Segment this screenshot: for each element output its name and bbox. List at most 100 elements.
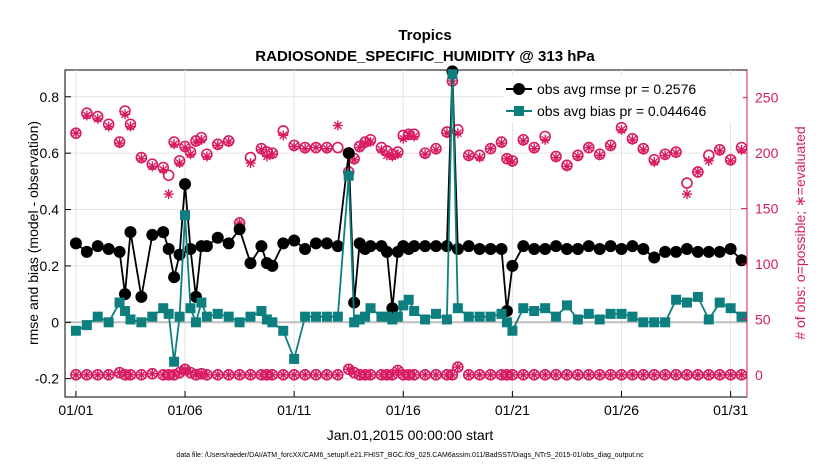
obs-count-evaluated-point bbox=[300, 369, 311, 380]
obs-count-evaluated-point bbox=[365, 369, 376, 380]
plot-area bbox=[64, 69, 748, 398]
asterisk-stroke bbox=[355, 143, 364, 152]
bias-point bbox=[92, 311, 103, 322]
bias-point bbox=[660, 317, 671, 328]
obs-count-evaluated-point bbox=[70, 128, 81, 139]
rmse-point bbox=[119, 288, 132, 301]
bias-point bbox=[300, 311, 311, 322]
obs-count-evaluated-point bbox=[278, 369, 289, 380]
obs-count-evaluated-point bbox=[409, 131, 420, 142]
obs-count-evaluated-point bbox=[594, 150, 605, 161]
asterisk-stroke bbox=[388, 370, 397, 379]
asterisk-stroke bbox=[726, 370, 735, 379]
bias-point bbox=[605, 308, 616, 319]
obs-count-evaluated-point bbox=[103, 121, 114, 132]
asterisk-stroke bbox=[464, 370, 473, 379]
legend: obs avg rmse pr = 0.2576 obs avg bias pr… bbox=[503, 76, 743, 122]
bias-point bbox=[234, 317, 245, 328]
x-tick-label: 01/01 bbox=[58, 402, 93, 418]
rmse-point bbox=[146, 228, 159, 241]
obs-count-evaluated-point bbox=[267, 149, 278, 160]
asterisk-stroke bbox=[704, 370, 713, 379]
obs-count-evaluated-point bbox=[671, 369, 682, 380]
asterisk-stroke bbox=[93, 370, 102, 379]
asterisk-stroke bbox=[246, 370, 255, 379]
obs-count-evaluated-point bbox=[267, 369, 278, 380]
obs-count-evaluated-point bbox=[681, 369, 692, 380]
asterisk-stroke bbox=[453, 363, 462, 372]
obs-count-evaluated-point bbox=[583, 369, 594, 380]
bias-point bbox=[278, 325, 289, 336]
rmse-point bbox=[331, 240, 344, 253]
asterisk-stroke bbox=[159, 165, 168, 174]
asterisk-stroke bbox=[410, 370, 419, 379]
x-tick-label: 01/11 bbox=[277, 402, 311, 418]
obs-count-evaluated-point bbox=[201, 151, 212, 162]
bias-point bbox=[190, 317, 201, 328]
obs-count-evaluated-point bbox=[463, 151, 474, 162]
asterisk-stroke bbox=[502, 154, 511, 163]
asterisk-stroke bbox=[290, 142, 299, 151]
legend-bias-label: obs avg bias pr = 0.044646 bbox=[537, 103, 707, 119]
obs-count-evaluated-point bbox=[452, 362, 463, 373]
asterisk-stroke bbox=[361, 139, 370, 148]
rmse-point bbox=[157, 226, 170, 239]
y-tick-label-left: -0.2 bbox=[35, 371, 59, 387]
asterisk-stroke bbox=[104, 370, 113, 379]
y-tick-label-right: 0 bbox=[755, 367, 763, 383]
bias-point bbox=[349, 317, 360, 328]
bias-point bbox=[163, 308, 174, 319]
rmse-point bbox=[211, 231, 224, 244]
legend-rmse-marker bbox=[513, 83, 525, 95]
bias-point bbox=[496, 308, 507, 319]
asterisk-stroke bbox=[552, 153, 561, 162]
bias-point bbox=[420, 314, 431, 325]
asterisk-stroke bbox=[235, 370, 244, 379]
rmse-point bbox=[724, 243, 737, 256]
asterisk-stroke bbox=[279, 370, 288, 379]
bias-point bbox=[332, 311, 343, 322]
asterisk-stroke bbox=[682, 370, 692, 379]
rmse-point bbox=[124, 226, 137, 239]
asterisk-stroke bbox=[186, 150, 195, 159]
asterisk-stroke bbox=[393, 150, 402, 159]
obs-count-evaluated-point bbox=[638, 369, 649, 380]
bias-point bbox=[671, 294, 682, 305]
bias-point bbox=[365, 303, 376, 314]
bias-point bbox=[114, 297, 125, 308]
obs-count-evaluated-point bbox=[163, 189, 174, 200]
asterisk-stroke bbox=[617, 125, 626, 134]
asterisk-stroke bbox=[606, 370, 615, 379]
asterisk-stroke bbox=[682, 190, 692, 199]
obs-count-evaluated-point bbox=[174, 158, 185, 169]
obs-count-evaluated-point bbox=[114, 138, 125, 149]
obs-count-evaluated-point bbox=[616, 124, 627, 135]
obs-count-evaluated-point bbox=[185, 149, 196, 160]
rmse-point bbox=[255, 240, 268, 253]
obs-count-evaluated-point bbox=[332, 369, 343, 380]
bias-point bbox=[169, 356, 180, 367]
obs-count-possible-point bbox=[681, 177, 693, 189]
asterisk-stroke bbox=[399, 134, 408, 143]
rmse-point bbox=[386, 302, 399, 315]
asterisk-stroke bbox=[393, 366, 402, 375]
bias-point bbox=[289, 353, 300, 364]
obs-count-evaluated-point bbox=[180, 142, 191, 153]
obs-count-evaluated-point bbox=[300, 143, 311, 154]
rmse-point bbox=[462, 240, 475, 253]
obs-count-evaluated-point bbox=[70, 369, 81, 380]
bias-point bbox=[692, 291, 703, 302]
asterisk-stroke bbox=[137, 154, 146, 163]
asterisk-stroke bbox=[181, 143, 190, 152]
asterisk-stroke bbox=[311, 143, 321, 152]
x-tick-label: 01/16 bbox=[386, 402, 421, 418]
asterisk-stroke bbox=[213, 370, 222, 379]
rmse-point bbox=[408, 240, 421, 253]
asterisk-stroke bbox=[120, 110, 130, 119]
asterisk-stroke bbox=[148, 369, 157, 378]
obs-count-evaluated-point bbox=[365, 137, 376, 148]
bias-point bbox=[681, 297, 692, 308]
asterisk-stroke bbox=[191, 370, 200, 379]
rmse-point bbox=[244, 257, 257, 270]
rmse-point bbox=[702, 245, 715, 258]
